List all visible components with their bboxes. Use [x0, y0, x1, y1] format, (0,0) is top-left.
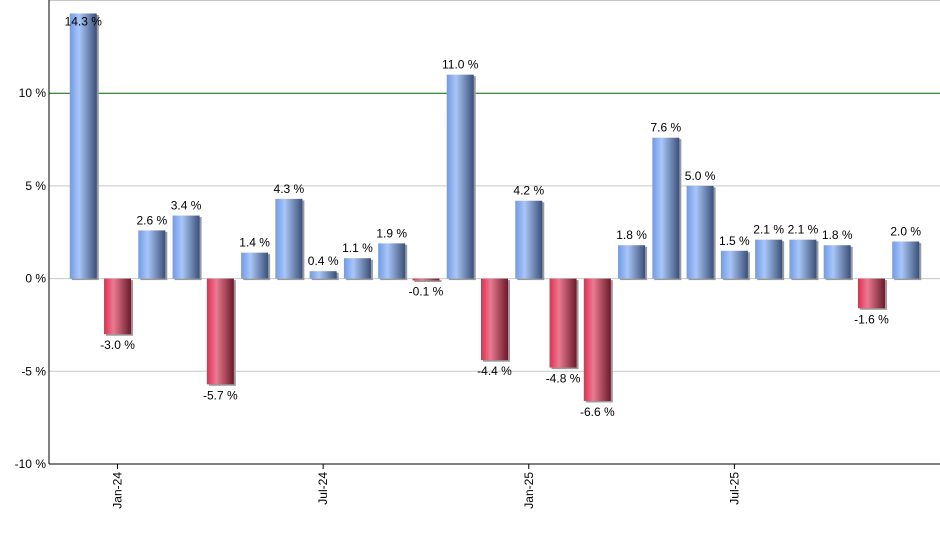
bar: [378, 243, 406, 279]
x-tick-label: Jan-24: [111, 472, 125, 509]
bar: [69, 13, 97, 279]
bar-shadow: [414, 280, 442, 282]
data-label: 14.3 %: [65, 14, 103, 28]
data-label: 4.3 %: [274, 182, 305, 196]
bar: [241, 252, 269, 279]
y-tick-label: 10 %: [19, 86, 47, 100]
bar: [515, 200, 543, 279]
data-label: 7.6 %: [651, 121, 682, 135]
bar: [481, 278, 508, 361]
data-label: -4.8 %: [546, 372, 581, 386]
bar: [549, 278, 577, 368]
bar: [892, 241, 920, 279]
bar: [789, 239, 817, 279]
data-label: 4.2 %: [513, 184, 544, 198]
data-label: -3.0 %: [100, 338, 135, 352]
data-label: -0.1 %: [409, 284, 444, 298]
bars: [69, 13, 922, 403]
y-tick-label: -5 %: [21, 364, 46, 378]
bar: [583, 278, 611, 401]
data-label: 0.4 %: [308, 254, 339, 268]
data-label: 1.4 %: [239, 236, 270, 250]
bar: [104, 278, 132, 335]
bar: [618, 245, 646, 279]
y-tick-label: 5 %: [25, 179, 46, 193]
data-label: 2.1 %: [788, 223, 819, 237]
data-label: 1.8 %: [616, 228, 647, 242]
bar: [138, 230, 166, 279]
bar: [652, 137, 680, 279]
data-label: 1.5 %: [719, 234, 750, 248]
x-tick-label: Jul-24: [316, 472, 330, 505]
bar: [686, 185, 714, 279]
y-tick-label: 0 %: [25, 272, 46, 286]
bar: [446, 74, 474, 279]
bar: [206, 278, 234, 385]
bar: [343, 258, 371, 279]
bar: [412, 278, 440, 281]
data-label: 11.0 %: [442, 58, 479, 72]
bar: [857, 278, 885, 309]
axes: -10 % -5 % 0 % 5 % 10 % Jan-24 Jul-24 Jan-25 Jul…: [15, 0, 940, 509]
bar: [823, 245, 851, 279]
data-label: 1.1 %: [342, 241, 373, 255]
bar: [309, 271, 337, 279]
data-label: -5.7 %: [203, 388, 238, 402]
data-label: 2.0 %: [890, 225, 921, 239]
data-label: -6.6 %: [580, 405, 615, 419]
data-label: 5.0 %: [685, 169, 716, 183]
bar: [172, 215, 200, 279]
data-label: 1.8 %: [822, 228, 853, 242]
data-label: -1.6 %: [854, 312, 889, 326]
value-labels: 14.3 % -3.0 % 2.6 % 3.4 % -5.7 % 1.4 % 4.3 % 0.…: [65, 14, 922, 418]
y-tick-label: -10 %: [15, 457, 47, 471]
x-tick-label: Jan-25: [522, 472, 536, 509]
x-tick-label: Jul-25: [727, 472, 741, 505]
data-label: 2.6 %: [136, 213, 167, 227]
bar: [755, 239, 783, 279]
bar: [720, 250, 748, 279]
data-label: 2.1 %: [753, 223, 784, 237]
data-label: 1.9 %: [376, 226, 407, 240]
bar: [275, 198, 303, 279]
data-label: -4.4 %: [477, 364, 512, 378]
data-label: 3.4 %: [171, 199, 202, 213]
